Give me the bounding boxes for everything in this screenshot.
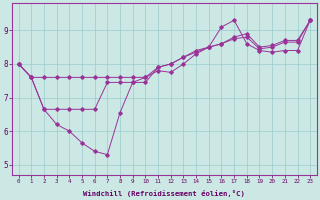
X-axis label: Windchill (Refroidissement éolien,°C): Windchill (Refroidissement éolien,°C) — [84, 190, 245, 197]
